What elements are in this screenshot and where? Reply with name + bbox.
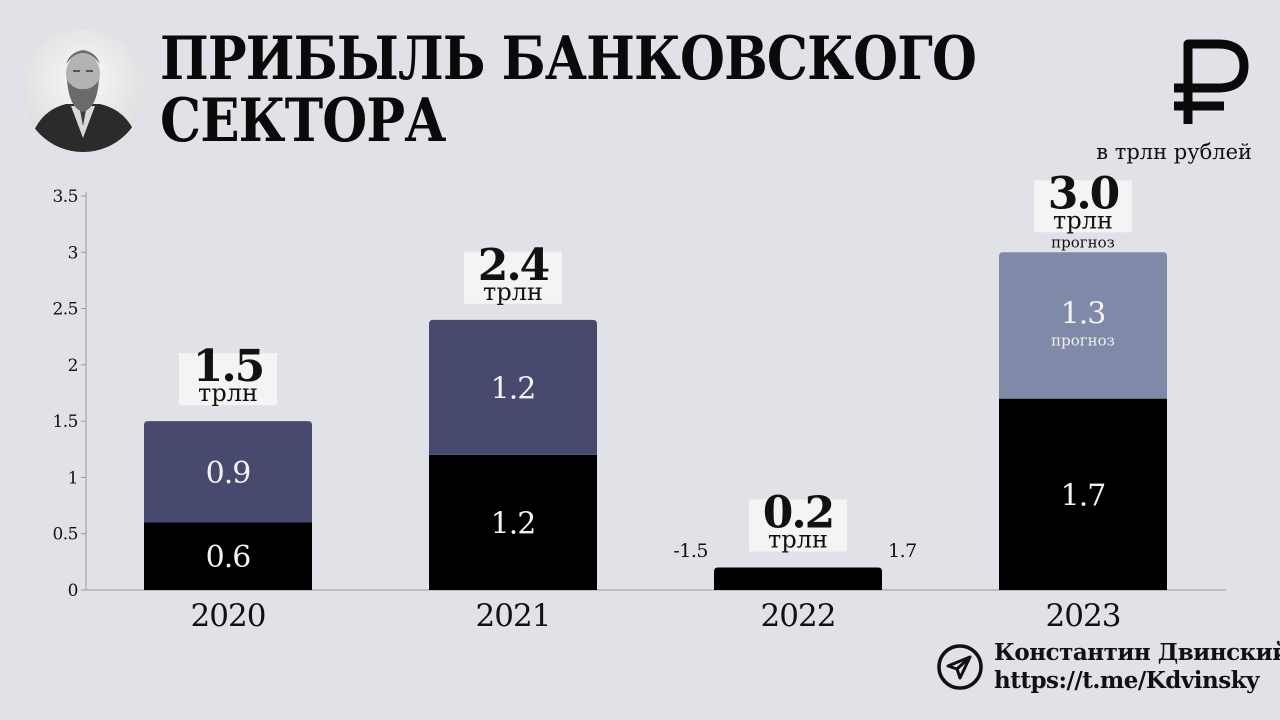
bar-2022-lower [714,567,882,590]
total-label-box [1034,180,1132,233]
y-tick-label: 1.5 [52,412,78,432]
y-tick-label: 0.5 [52,525,78,545]
bar-value-label: 1.2 [491,506,536,541]
ruble-icon [1174,39,1249,124]
total-label-box [179,353,277,406]
page-title: ПРИБЫЛЬ БАНКОВСКОГО СЕКТОРА [160,24,977,156]
telegram-icon[interactable] [936,643,984,691]
total-value: 1.5 [193,341,264,392]
bar-sublabel: прогноз [1051,331,1115,349]
title-line-2: СЕКТОРА [160,86,446,156]
total-unit: трлн [198,379,258,407]
author-link[interactable]: https://t.me/Kdvinsky [994,667,1259,694]
total-value: 0.2 [763,487,834,538]
title-line-1: ПРИБЫЛЬ БАНКОВСКОГО [160,24,977,94]
bar-2020-upper [144,421,312,523]
portrait-photo [22,30,144,152]
author-name: Константин Двинский [994,639,1280,666]
annotation-label: 1.7 [888,540,917,562]
y-tick-label: 0 [68,581,78,601]
x-tick-label: 2021 [476,598,551,634]
bar-2021-upper [429,319,597,455]
total-unit: трлн [483,278,543,306]
y-axis-ticks: 0 0.5 1 1.5 2 2.5 3 3.5 [52,187,86,601]
total-unit: трлн [1053,206,1113,234]
annotations: -1.5 1.7 [673,540,917,562]
x-tick-label: 2023 [1046,598,1121,634]
total-value: 2.4 [478,240,549,291]
total-unit: трлн [768,525,828,553]
bar-value-label: 1.2 [491,371,536,406]
total-value: 3.0 [1048,168,1119,219]
annotation-label: -1.5 [673,540,708,562]
y-tick-label: 1 [68,468,78,488]
bar-2021-lower [429,454,597,590]
total-note: прогноз [1051,233,1115,251]
bar-2023-forecast [999,252,1167,399]
x-axis-ticks: 2020 2021 2022 2023 [191,598,1122,634]
bar-value-label: 0.9 [206,456,251,491]
y-tick-label: 2 [68,356,78,376]
bar-2023-lower [999,398,1167,590]
total-label-box [749,499,847,552]
y-tick-label: 2.5 [52,300,78,320]
bar-value-label: 0.6 [206,540,251,575]
x-tick-label: 2022 [761,598,836,634]
bar-value-label: 1.3 [1061,296,1106,331]
y-tick-label: 3.5 [52,187,78,207]
bar-2020-lower [144,522,312,590]
bar-value-label: 1.7 [1061,478,1106,513]
y-tick-label: 3 [68,243,78,263]
total-label-box [464,251,562,304]
units-label: в трлн рублей [1096,140,1252,164]
x-tick-label: 2020 [191,598,266,634]
